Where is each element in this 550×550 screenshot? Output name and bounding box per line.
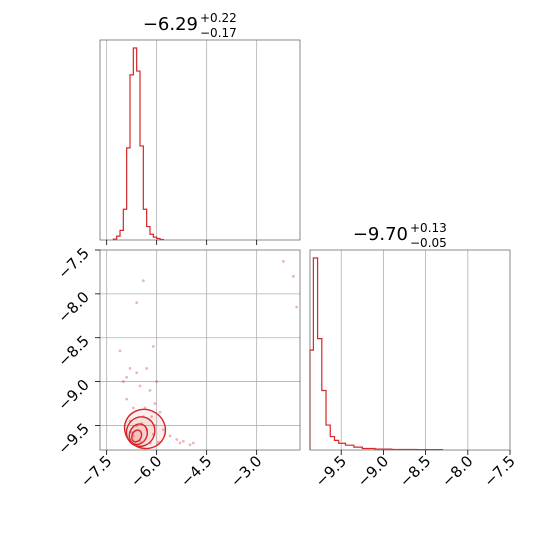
hist-x-histogram-line (112, 47, 164, 241)
scatter-ytick-label: −8.5 (54, 332, 92, 370)
scatter-point (141, 279, 145, 283)
scatter-contour (128, 423, 149, 446)
scatter-point (295, 305, 299, 309)
hist-y-bin (330, 437, 334, 450)
scatter-point (125, 397, 129, 401)
hist-y-xtick-label: −7.5 (480, 452, 518, 490)
scatter-point (168, 434, 172, 438)
hist-y-title-value: −9.70 (353, 224, 408, 245)
scatter-xtick-label: −6.0 (127, 452, 165, 490)
hist-x-title-minus: −0.17 (200, 26, 237, 40)
hist-y-bin (318, 339, 322, 450)
scatter-point (131, 406, 135, 410)
scatter-point (291, 274, 295, 278)
hist-y-title-plus: +0.13 (410, 221, 447, 235)
hist-y-title: −9.70 +0.13−0.05 (353, 221, 447, 250)
scatter-xtick-label: −3.0 (227, 452, 265, 490)
scatter-point (138, 384, 142, 388)
scatter-ytick-label: −9.0 (54, 376, 92, 414)
hist-x-title: −6.29 +0.22−0.17 (143, 11, 237, 40)
hist-y-bin (345, 445, 353, 450)
hist-y-title-minus: −0.05 (410, 236, 447, 250)
hist-y-xtick-label: −8.5 (396, 452, 434, 490)
scatter-frame (99, 249, 301, 451)
hist-y-bin (326, 425, 330, 450)
scatter-contour (131, 429, 143, 443)
hist-y-bin (313, 258, 317, 450)
scatter-point (181, 439, 185, 443)
hist-x-title-plus: +0.22 (200, 11, 237, 25)
scatter-point (135, 371, 139, 375)
scatter-ytick-label: −9.5 (54, 420, 92, 458)
scatter-point (135, 301, 139, 305)
hist-y-frame (309, 249, 511, 451)
hist-x-bin (133, 48, 136, 240)
scatter-point (156, 440, 160, 444)
scatter-point (175, 438, 179, 441)
scatter-point (155, 380, 159, 383)
hist-y-xtick-label: −9.5 (312, 452, 350, 490)
scatter-point (150, 415, 154, 419)
scatter-point (188, 443, 192, 447)
hist-y-xtick-label: −9.0 (354, 452, 392, 490)
scatter-point (145, 367, 149, 370)
scatter-ytick-label: −7.5 (54, 244, 92, 282)
hist-y-bin (322, 390, 326, 450)
scatter-point (158, 410, 162, 414)
scatter-point (153, 402, 157, 405)
scatter-point (161, 428, 165, 432)
hist-y-bin (334, 440, 338, 450)
hist-x-frame (99, 39, 301, 241)
scatter-ytick-label: −8.0 (54, 288, 92, 326)
scatter-point (143, 406, 147, 410)
scatter-point (191, 441, 195, 445)
hist-y-bin (339, 443, 346, 450)
scatter-point (121, 380, 125, 383)
scatter-point (125, 375, 129, 379)
scatter-point (178, 441, 182, 445)
scatter-point (148, 388, 152, 392)
scatter-point (128, 367, 132, 370)
scatter-xtick-label: −4.5 (177, 452, 215, 490)
scatter-point (151, 345, 155, 348)
scatter-point (118, 349, 122, 353)
scatter-xtick-label: −7.5 (77, 452, 115, 490)
hist-x-title-value: −6.29 (143, 14, 198, 35)
hist-y-xtick-label: −8.0 (438, 452, 476, 490)
hist-y-histogram-line (309, 257, 444, 451)
scatter-contour (123, 408, 167, 450)
scatter-point (281, 260, 285, 263)
